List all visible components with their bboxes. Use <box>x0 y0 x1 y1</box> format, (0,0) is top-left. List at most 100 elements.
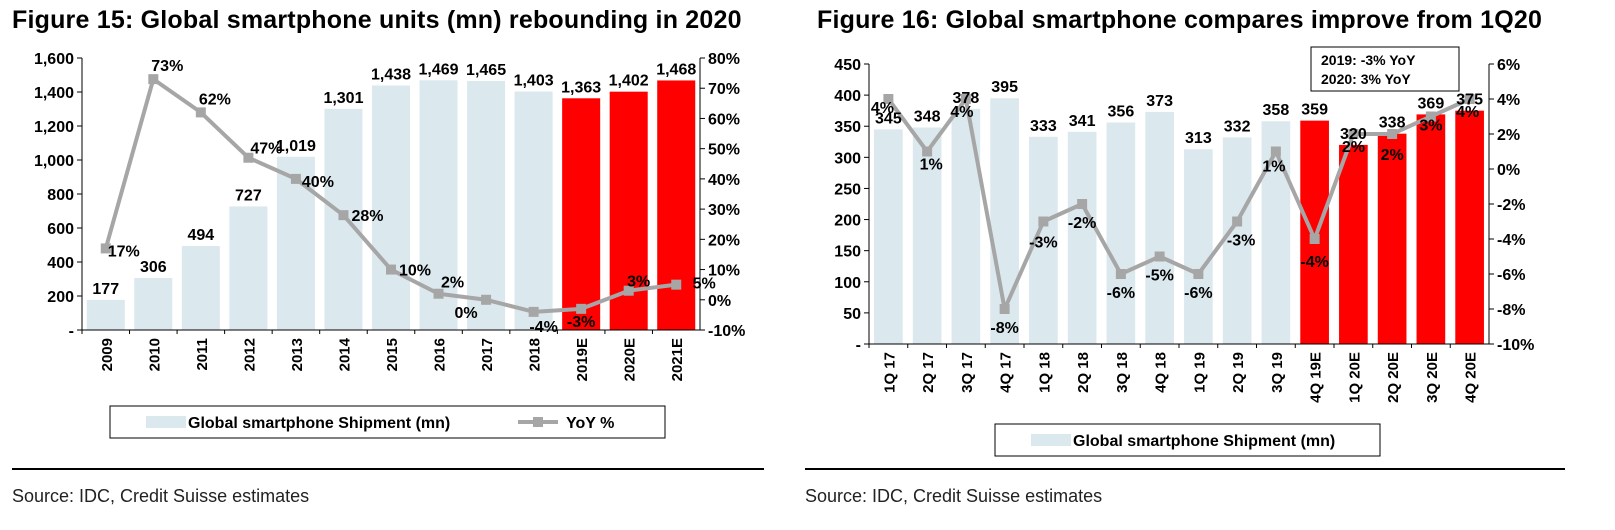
bar-value-label: 1,468 <box>656 61 696 78</box>
right-tick-label: 50% <box>708 142 740 159</box>
right-tick-label: 6% <box>1497 57 1520 74</box>
x-tick-label: 2017 <box>479 338 496 371</box>
right-tick-label: 10% <box>708 263 740 280</box>
yoy-value-label: 2% <box>1381 147 1404 164</box>
right-tick-label: -4% <box>1497 232 1525 249</box>
yoy-marker <box>922 146 933 157</box>
figure-16-divider <box>805 468 1565 470</box>
annotation-line-2019: 2019: -3% YoY <box>1321 52 1416 68</box>
bar-value-label: 345 <box>875 110 902 127</box>
bar-value-label: 395 <box>991 79 1018 96</box>
bar-value-label: 320 <box>1340 126 1367 143</box>
yoy-marker <box>195 107 206 118</box>
bar-2018 <box>514 91 553 331</box>
bar-3q-19 <box>1261 121 1291 344</box>
yoy-value-label: -6% <box>1107 285 1135 302</box>
bar-value-label: 727 <box>235 187 262 204</box>
right-tick-label: 80% <box>708 51 740 68</box>
yoy-marker <box>999 304 1010 314</box>
yoy-marker <box>386 264 396 275</box>
yoy-value-label: -3% <box>1227 233 1255 250</box>
bar-value-label: 177 <box>92 281 119 298</box>
left-tick-label: 1,000 <box>34 153 74 170</box>
annotation-line-2020: 2020: 3% YoY <box>1321 71 1411 87</box>
x-tick-label: 4Q 17 <box>998 352 1015 393</box>
figure-16-panel: Figure 16: Global smartphone compares im… <box>805 0 1615 530</box>
yoy-value-label: 10% <box>399 263 431 280</box>
x-tick-label: 2021E <box>669 338 686 381</box>
yoy-value-label: 3% <box>627 274 650 291</box>
figure-16-source: Source: IDC, Credit Suisse estimates <box>805 486 1103 506</box>
left-tick-label: 1,400 <box>34 85 74 102</box>
bar-value-label: 356 <box>1108 103 1135 120</box>
yoy-value-label: -8% <box>990 320 1018 337</box>
yoy-marker <box>1270 146 1281 157</box>
yoy-value-label: 4% <box>1456 104 1479 121</box>
bar-value-label: 341 <box>1069 113 1096 130</box>
right-tick-label: 4% <box>1497 92 1520 109</box>
bar-value-label: 1,363 <box>561 79 601 96</box>
yoy-value-label: 73% <box>151 58 183 75</box>
bar-value-label: 313 <box>1185 130 1212 147</box>
yoy-marker <box>1232 216 1243 227</box>
x-tick-label: 2020E <box>622 338 639 381</box>
yoy-marker <box>148 74 159 85</box>
x-tick-label: 3Q 18 <box>1114 352 1131 393</box>
yoy-value-label: -3% <box>1029 235 1057 252</box>
bar-2019e <box>562 98 601 330</box>
yoy-value-label: 1% <box>920 157 943 174</box>
x-tick-label: 1Q 18 <box>1036 352 1053 393</box>
x-tick-label: 2Q 18 <box>1075 352 1092 393</box>
x-tick-label: 2014 <box>336 337 353 371</box>
bar-value-label: 348 <box>914 108 941 125</box>
bar-4q-19e <box>1300 120 1329 344</box>
bar-value-label: 332 <box>1224 118 1251 135</box>
figure-15-title: Figure 15: Global smartphone units (mn) … <box>12 6 742 34</box>
bar-value-label: 338 <box>1379 115 1406 132</box>
x-tick-label: 2018 <box>527 338 544 371</box>
bar-value-label: 1,301 <box>323 90 363 107</box>
yoy-marker <box>481 294 492 305</box>
legend-line-marker <box>533 417 543 427</box>
left-tick-label: 250 <box>834 181 861 198</box>
left-tick-label: 350 <box>834 119 861 136</box>
bar-value-label: 369 <box>1418 95 1445 112</box>
legend-line-label: YoY % <box>566 415 614 432</box>
bar-value-label: 306 <box>140 259 167 276</box>
legend-bar-swatch <box>1031 434 1071 446</box>
left-tick-label: 100 <box>834 275 861 292</box>
bar-2011 <box>181 246 220 330</box>
bar-4q-18 <box>1145 111 1174 345</box>
x-tick-label: 2016 <box>432 338 449 371</box>
bar-value-label: 375 <box>1456 92 1483 109</box>
left-tick-label: - <box>69 323 74 340</box>
yoy-value-label: 47% <box>250 141 282 158</box>
x-tick-label: 1Q 19 <box>1191 352 1208 393</box>
x-tick-label: 4Q 18 <box>1153 352 1170 393</box>
yoy-marker <box>1348 129 1359 139</box>
x-tick-label: 2009 <box>99 338 116 371</box>
yoy-marker <box>576 303 587 314</box>
bar-2021e <box>657 80 696 330</box>
legend-box <box>109 405 666 439</box>
x-tick-label: 2015 <box>384 338 401 371</box>
yoy-value-label: -6% <box>1184 285 1212 302</box>
yoy-marker <box>528 306 539 317</box>
yoy-value-label: 28% <box>351 208 383 225</box>
right-tick-label: 60% <box>708 111 740 128</box>
yoy-value-label: -4% <box>529 319 557 336</box>
yoy-marker <box>671 279 682 290</box>
x-tick-label: 3Q 19 <box>1269 352 1286 393</box>
left-tick-label: 1,600 <box>34 51 74 68</box>
right-tick-label: -6% <box>1497 267 1525 284</box>
x-tick-label: 4Q 20E <box>1463 352 1480 403</box>
left-tick-label: 50 <box>843 306 861 323</box>
yoy-marker <box>338 210 349 221</box>
yoy-marker <box>1154 251 1165 262</box>
yoy-value-label: 1% <box>1262 159 1285 176</box>
right-tick-label: 2% <box>1497 127 1520 144</box>
bar-2015 <box>371 85 411 330</box>
yoy-value-label: 4% <box>871 100 894 117</box>
yoy-marker <box>100 243 111 254</box>
right-tick-label: -10% <box>1497 337 1534 354</box>
